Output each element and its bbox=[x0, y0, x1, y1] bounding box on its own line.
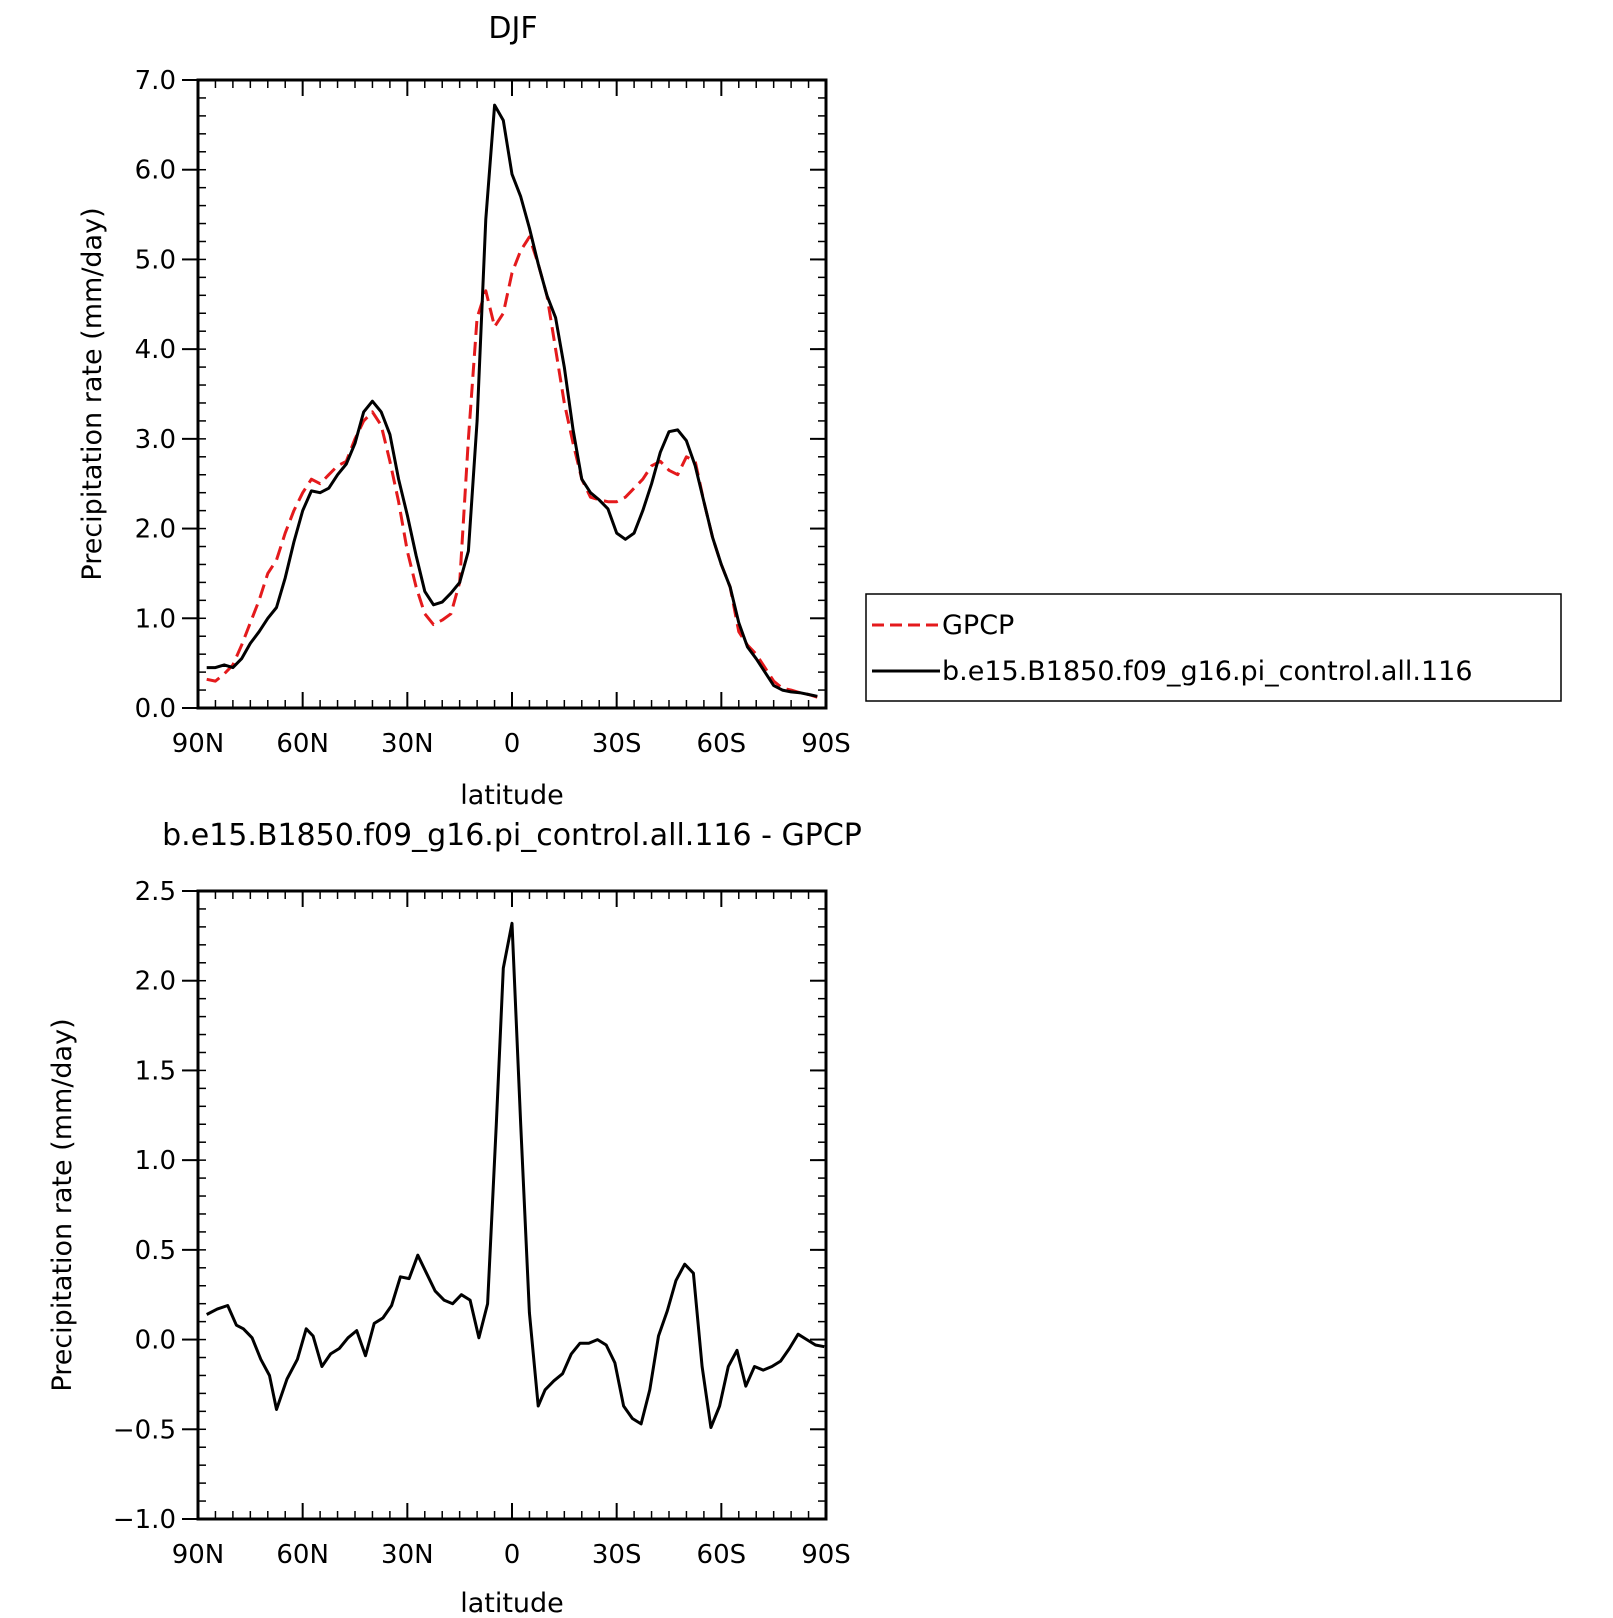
x-tick-label: 30S bbox=[592, 1540, 642, 1570]
y-axis-label: Precipitation rate (mm/day) bbox=[77, 207, 108, 580]
y-tick-label: −0.5 bbox=[113, 1415, 176, 1445]
legend-box bbox=[865, 593, 1562, 702]
y-tick-label: −1.0 bbox=[113, 1505, 176, 1535]
plot-content bbox=[206, 921, 825, 1429]
x-axis-label: latitude bbox=[460, 780, 564, 811]
y-tick-label: 0.0 bbox=[135, 1326, 176, 1356]
y-tick-label: 2.0 bbox=[135, 967, 176, 997]
axis-ticks: 90N 60N 30N 0 30S 60S 90S 0.0 1.0 2.0 3.0 4.0 5.0 6.0… bbox=[135, 66, 851, 759]
x-tick-label: 30S bbox=[592, 729, 642, 759]
y-tick-label: 7.0 bbox=[135, 66, 176, 96]
y-tick-label: 5.0 bbox=[135, 245, 176, 275]
x-tick-label: 90S bbox=[801, 729, 851, 759]
y-tick-label: 1.5 bbox=[135, 1056, 176, 1086]
y-tick-label: 2.5 bbox=[135, 877, 176, 907]
x-tick-label: 90S bbox=[801, 1540, 851, 1570]
panel-title: b.e15.B1850.f09_g16.pi_control.all.116 -… bbox=[162, 818, 862, 853]
x-tick-label: 60N bbox=[276, 1540, 329, 1570]
x-tick-label: 60S bbox=[697, 1540, 747, 1570]
x-axis-label: latitude bbox=[460, 1588, 564, 1613]
y-tick-label: 1.0 bbox=[135, 604, 176, 634]
panel-title: DJF bbox=[488, 11, 537, 46]
y-tick-label: 4.0 bbox=[135, 335, 176, 365]
y-tick-label: 2.0 bbox=[135, 515, 176, 545]
x-tick-label: 90N bbox=[172, 729, 225, 759]
difference-panel: b.e15.B1850.f09_g16.pi_control.all.116 -… bbox=[47, 818, 862, 1618]
y-tick-label: 1.0 bbox=[135, 1146, 176, 1176]
x-tick-label: 60N bbox=[276, 729, 329, 759]
y-tick-label: 0.0 bbox=[135, 694, 176, 724]
plot-frame bbox=[196, 889, 828, 1521]
plot-content bbox=[206, 103, 818, 699]
x-tick-label: 90N bbox=[172, 1540, 225, 1570]
djf-panel: DJF 90N 60N 30N 0 30S 60S 90S 0.0 1.0 2.0 3.0 4.0 5.… bbox=[77, 11, 851, 811]
x-tick-label: 0 bbox=[504, 729, 521, 759]
difference-line bbox=[206, 921, 825, 1429]
axis-ticks: 90N 60N 30N 0 30S 60S 90S −1.0 −0.5 0.0 0.5 1.0 1.5 2… bbox=[113, 877, 851, 1570]
y-tick-label: 6.0 bbox=[135, 156, 176, 186]
series-line-gpcp bbox=[206, 235, 818, 699]
series-line-model bbox=[206, 103, 818, 698]
y-tick-label: 3.0 bbox=[135, 425, 176, 455]
legend-label-model: b.e15.B1850.f09_g16.pi_control.all.116 bbox=[942, 656, 1473, 687]
legend: GPCP b.e15.B1850.f09_g16.pi_control.all.… bbox=[865, 593, 1562, 702]
x-tick-label: 60S bbox=[697, 729, 747, 759]
legend-label-gpcp: GPCP bbox=[942, 610, 1014, 641]
x-tick-label: 30N bbox=[381, 1540, 434, 1570]
y-tick-label: 0.5 bbox=[135, 1236, 176, 1266]
x-tick-label: 30N bbox=[381, 729, 434, 759]
y-axis-label: Precipitation rate (mm/day) bbox=[47, 1018, 78, 1391]
x-tick-label: 0 bbox=[504, 1540, 521, 1570]
